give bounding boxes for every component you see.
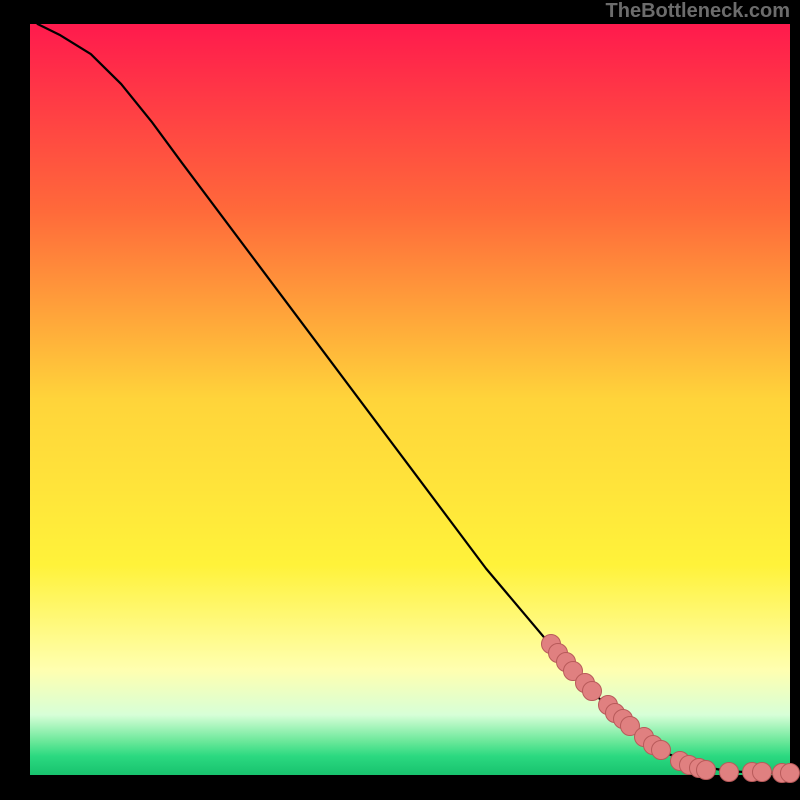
- data-marker: [719, 762, 739, 782]
- watermark-text: TheBottleneck.com: [606, 0, 790, 23]
- plot-area: [30, 24, 790, 775]
- bottleneck-curve: [38, 24, 790, 773]
- chart-frame: TheBottleneck.com: [0, 0, 800, 800]
- data-marker: [780, 763, 800, 783]
- curve-layer: [30, 24, 790, 775]
- data-marker: [651, 740, 671, 760]
- data-marker: [696, 760, 716, 780]
- data-marker: [752, 762, 772, 782]
